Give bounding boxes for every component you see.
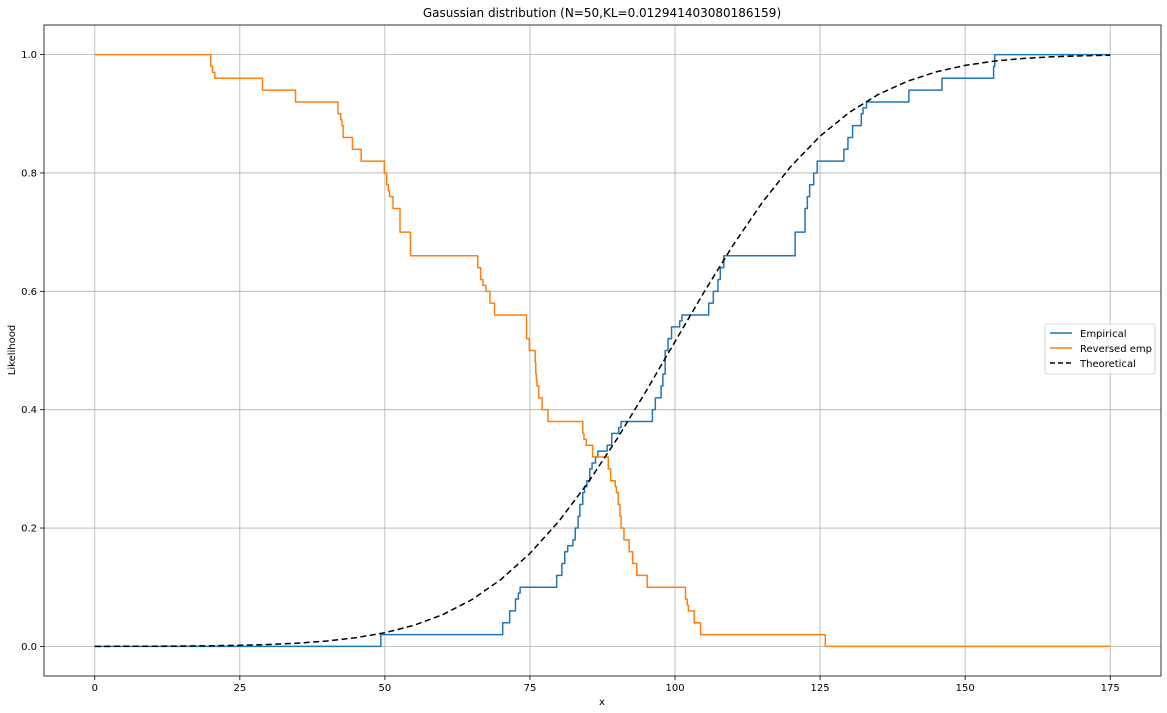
x-tick-label: 0 bbox=[92, 683, 98, 694]
y-tick-label: 0.4 bbox=[21, 405, 37, 416]
plot-frame bbox=[43, 24, 1162, 677]
y-axis-label: Likelihood bbox=[7, 325, 18, 375]
y-tick-label: 0.2 bbox=[21, 524, 37, 535]
series-line-empirical bbox=[94, 53, 1111, 648]
legend-label-empirical: Empirical bbox=[1080, 329, 1126, 340]
chart-title: Gasussian distribution (N=50,KL=0.012941… bbox=[423, 6, 781, 20]
y-tick-label: 1.0 bbox=[21, 50, 37, 61]
series-line-theoretical bbox=[94, 54, 1111, 648]
x-tick-label: 175 bbox=[1101, 683, 1120, 694]
y-tick-label: 0.6 bbox=[21, 287, 37, 298]
x-axis-label: x bbox=[599, 697, 605, 708]
x-tick-label: 150 bbox=[956, 683, 975, 694]
x-tick-label: 125 bbox=[811, 683, 830, 694]
series-layer bbox=[94, 53, 1111, 648]
legend: Empirical Reversed emp Theoretical bbox=[1044, 323, 1156, 375]
x-tick-label: 100 bbox=[665, 683, 684, 694]
y-tick-label: 0.0 bbox=[21, 642, 37, 653]
series-line-reversed-emp bbox=[94, 53, 1111, 648]
legend-label-theoretical: Theoretical bbox=[1079, 359, 1136, 370]
x-tick-label: 75 bbox=[524, 683, 537, 694]
legend-box bbox=[1044, 323, 1156, 375]
y-tick-label: 0.8 bbox=[21, 168, 37, 179]
x-tick-label: 25 bbox=[233, 683, 246, 694]
grid bbox=[44, 25, 1161, 676]
x-tick-label: 50 bbox=[379, 683, 392, 694]
legend-label-reversed-emp: Reversed emp bbox=[1080, 344, 1152, 355]
ticks: 0 25 50 75 100 125 150 175 0.0 0.2 0.4 0.6 0.8 1.0 bbox=[21, 50, 1120, 694]
